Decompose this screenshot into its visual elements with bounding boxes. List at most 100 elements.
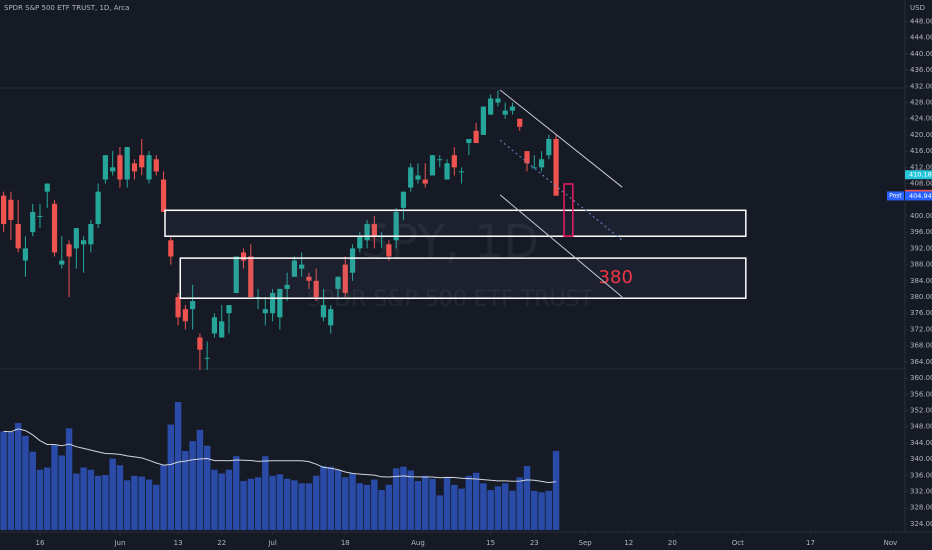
candle-body bbox=[8, 199, 14, 221]
y-tick-label: 324.00 bbox=[910, 520, 932, 528]
y-tick-label: 364.00 bbox=[910, 358, 932, 366]
candle-body bbox=[66, 244, 72, 257]
volume-bar bbox=[414, 481, 422, 530]
candle-body bbox=[30, 211, 36, 233]
volume-bar bbox=[269, 475, 276, 530]
y-tick-label: 344.00 bbox=[910, 439, 932, 447]
volume-bar bbox=[182, 450, 189, 530]
x-tick-label: 20 bbox=[668, 539, 677, 547]
watermark: SPDR S&P 500 ETF TRUST bbox=[307, 287, 594, 312]
candle-body bbox=[458, 171, 465, 173]
candle-body bbox=[502, 110, 508, 115]
candle-body bbox=[88, 224, 94, 245]
y-tick-label: 380.00 bbox=[910, 293, 932, 301]
x-tick-label: 16 bbox=[36, 539, 45, 547]
zone-label: 380 bbox=[599, 267, 633, 288]
volume-bar bbox=[516, 477, 523, 530]
candle-body bbox=[495, 98, 501, 103]
volume-bar bbox=[94, 475, 102, 530]
x-tick-label: Aug bbox=[411, 539, 425, 547]
y-tick-label: 384.00 bbox=[910, 277, 932, 285]
y-tick-label: 352.00 bbox=[910, 406, 932, 414]
y-tick-label: 436.00 bbox=[910, 66, 932, 74]
volume-bar bbox=[451, 484, 458, 530]
candle-body bbox=[488, 98, 494, 115]
price-tag bbox=[905, 170, 932, 180]
candle-body bbox=[15, 224, 21, 249]
volume-bar bbox=[196, 429, 204, 530]
candle-body bbox=[182, 309, 188, 322]
candle-body bbox=[306, 276, 312, 281]
volume-bar bbox=[531, 490, 538, 530]
y-tick-label: 388.00 bbox=[910, 261, 932, 269]
candle-body bbox=[160, 179, 167, 212]
volume-bar bbox=[80, 467, 87, 530]
candle-body bbox=[437, 159, 443, 161]
x-tick-label: 15 bbox=[486, 539, 495, 547]
price-tag-label: 404.94 bbox=[909, 192, 932, 200]
volume-bar bbox=[22, 435, 29, 530]
candle-body bbox=[524, 151, 530, 164]
candle-body bbox=[328, 309, 334, 326]
x-tick-label: Jun bbox=[113, 539, 125, 547]
y-tick-label: 336.00 bbox=[910, 471, 932, 479]
trendline bbox=[499, 194, 623, 298]
candle-body bbox=[546, 138, 552, 156]
candle-body bbox=[248, 256, 254, 298]
volume-bar bbox=[58, 455, 66, 530]
watermark: SPY, 1D bbox=[361, 215, 539, 269]
y-tick-label: 340.00 bbox=[910, 455, 932, 463]
volume-bar bbox=[116, 465, 124, 530]
volume-bar bbox=[254, 477, 262, 530]
volume-bar bbox=[167, 424, 175, 530]
y-tick-label: 420.00 bbox=[910, 131, 932, 139]
volume-bar bbox=[225, 469, 233, 530]
volume-bar bbox=[487, 490, 494, 530]
x-tick-label: Oct bbox=[732, 539, 744, 547]
volume-bar bbox=[247, 478, 255, 530]
price-tag bbox=[905, 191, 932, 201]
volume-bar bbox=[407, 470, 414, 530]
candle-body bbox=[80, 240, 87, 245]
volume-bar bbox=[465, 475, 473, 530]
y-tick-label: 408.00 bbox=[910, 180, 932, 188]
y-tick-label: 448.00 bbox=[910, 17, 932, 25]
candle-body bbox=[139, 155, 145, 168]
volume-bar bbox=[363, 484, 371, 530]
volume-bar bbox=[305, 483, 313, 530]
volume-bar bbox=[509, 490, 516, 530]
volume-bar bbox=[480, 483, 487, 530]
candle-body bbox=[102, 155, 109, 180]
volume-bar bbox=[392, 468, 400, 530]
volume-bar bbox=[14, 423, 22, 530]
volume-bar bbox=[334, 469, 342, 530]
volume-bar bbox=[349, 473, 356, 530]
candle-body bbox=[371, 224, 377, 237]
price-tag-label: 410.18 bbox=[909, 171, 932, 179]
candle-body bbox=[429, 155, 436, 176]
candle-body bbox=[59, 260, 65, 265]
volume-bar bbox=[312, 475, 320, 530]
y-tick-label: 396.00 bbox=[910, 228, 932, 236]
currency: USD bbox=[910, 4, 925, 12]
candle-body bbox=[269, 292, 276, 314]
volume-bar bbox=[538, 492, 545, 530]
volume-bar bbox=[378, 490, 385, 530]
y-tick-label: 376.00 bbox=[910, 309, 932, 317]
x-tick-label: Jul bbox=[267, 539, 277, 547]
volume-bar bbox=[51, 444, 58, 530]
y-tick-label: 444.00 bbox=[910, 34, 932, 42]
session-tag bbox=[887, 191, 904, 201]
volume-bar bbox=[356, 483, 364, 530]
y-tick-label: 328.00 bbox=[910, 504, 932, 512]
volume-bar bbox=[160, 465, 167, 530]
volume-bar bbox=[218, 473, 225, 530]
x-tick-label: 22 bbox=[217, 539, 226, 547]
candle-body bbox=[357, 236, 363, 249]
volume-bar bbox=[123, 480, 131, 530]
volume-bar bbox=[131, 475, 138, 530]
volume-bar bbox=[102, 475, 109, 530]
candle-body bbox=[313, 280, 319, 298]
